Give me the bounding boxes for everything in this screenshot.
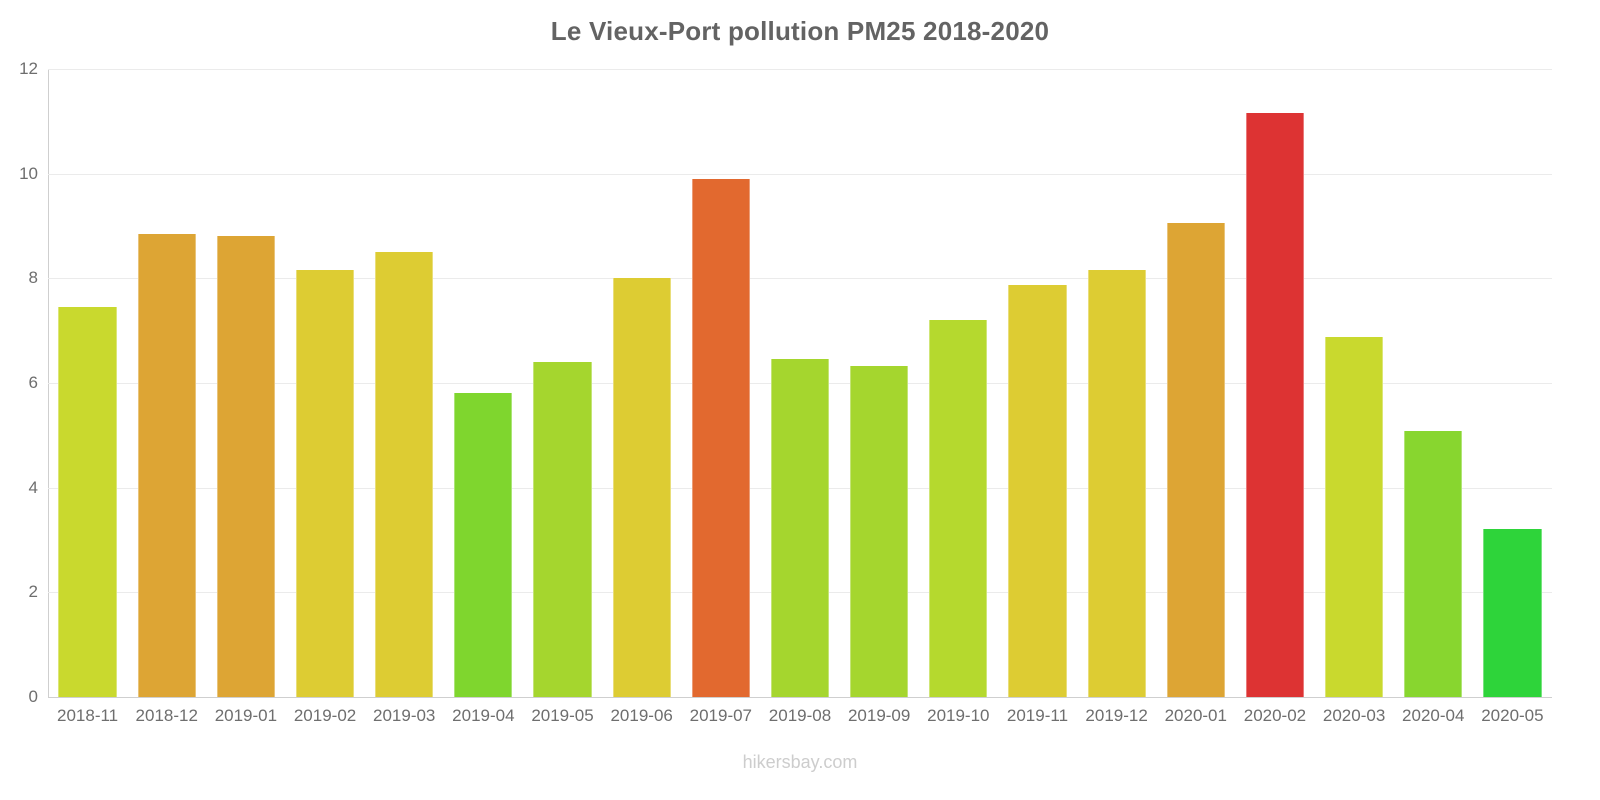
bar-rect[interactable] [1325,336,1384,697]
x-axis-tick-2018-11: 2018-11 [57,706,119,725]
bar-2020-01[interactable] [1166,69,1225,697]
x-axis-tick-2020-04: 2020-04 [1402,706,1465,725]
bar-2019-08[interactable] [770,69,830,697]
bar-rect[interactable] [1008,284,1067,697]
x-axis-tick-2020-03: 2020-03 [1322,706,1386,725]
x-axis-tick-2019-02: 2019-02 [293,706,357,725]
x-axis-tick-2018-12: 2018-12 [135,706,198,725]
y-axis-tick-4: 4 [28,477,38,497]
bar-rect[interactable] [1483,528,1542,697]
bar-2019-06[interactable] [612,69,671,697]
bar-rect[interactable] [929,320,988,697]
bar-rect[interactable] [1166,223,1225,697]
x-axis-tick-2019-10: 2019-10 [927,706,990,725]
y-axis-tick-10: 10 [19,163,38,183]
x-axis-tick-2020-01: 2020-01 [1164,706,1227,725]
bar-2019-12[interactable] [1087,69,1146,697]
bar-rect[interactable] [850,366,909,697]
bar-rect[interactable] [58,307,117,697]
bar-rect[interactable] [533,362,592,697]
plot-area [48,69,1552,698]
x-axis-tick-2019-06: 2019-06 [610,706,673,725]
bar-2019-03[interactable] [375,69,434,697]
bar-2019-09[interactable] [850,69,909,697]
bar-2019-04[interactable] [454,69,513,697]
gridline [48,173,1552,175]
bar-rect[interactable] [612,278,671,697]
gridline [48,278,1552,280]
bar-2019-05[interactable] [533,69,592,697]
gridline [48,69,1552,70]
gridline [48,697,1552,698]
y-axis-tick-8: 8 [28,268,38,288]
bar-2019-11[interactable] [1008,69,1067,697]
x-axis-tick-2019-11: 2019-11 [1006,706,1069,725]
x-axis-tick-2019-08: 2019-08 [768,706,832,725]
bar-2019-10[interactable] [929,69,988,697]
y-axis-tick-12: 12 [19,59,38,78]
bar-rect[interactable] [137,233,196,697]
bar-2020-02[interactable] [1245,69,1305,697]
bar-rect[interactable] [454,393,513,697]
bar-rect[interactable] [375,252,434,697]
bar-rect[interactable] [1404,431,1463,697]
bar-rect[interactable] [1087,270,1146,697]
x-axis-tick-2019-07: 2019-07 [689,706,753,725]
chart-title: Le Vieux-Port pollution PM25 2018-2020 [550,16,1050,46]
bar-rect[interactable] [295,270,355,697]
x-axis-tick-2020-05: 2020-05 [1481,706,1544,725]
x-axis-tick-2019-05: 2019-05 [531,706,594,725]
x-axis-tick-2019-09: 2019-09 [847,706,911,725]
bar-2019-01[interactable] [216,69,275,697]
bar-rect[interactable] [691,178,750,697]
bar-rect[interactable] [1245,113,1305,697]
bar-2020-05[interactable] [1483,69,1542,697]
y-axis-tick-2: 2 [28,582,38,602]
bar-2018-11[interactable] [58,69,117,697]
y-axis-tick-0: 0 [28,687,38,706]
bar-2019-07[interactable] [691,69,750,697]
bar-2019-02[interactable] [295,69,355,697]
bar-2020-04[interactable] [1404,69,1463,697]
x-axis-tick-2019-01: 2019-01 [214,706,278,725]
x-axis-tick-2020-02: 2020-02 [1243,706,1307,725]
x-axis-tick-2019-12: 2019-12 [1085,706,1148,725]
x-axis-tick-2019-03: 2019-03 [373,706,436,725]
bar-2018-12[interactable] [137,69,196,697]
x-axis-tick-2019-04: 2019-04 [452,706,515,725]
bar-rect[interactable] [216,236,275,697]
y-axis-tick-6: 6 [28,373,38,392]
bar-rect[interactable] [770,359,830,697]
bar-2020-03[interactable] [1325,69,1384,697]
footer-credit: hikersbay.com [742,752,858,772]
